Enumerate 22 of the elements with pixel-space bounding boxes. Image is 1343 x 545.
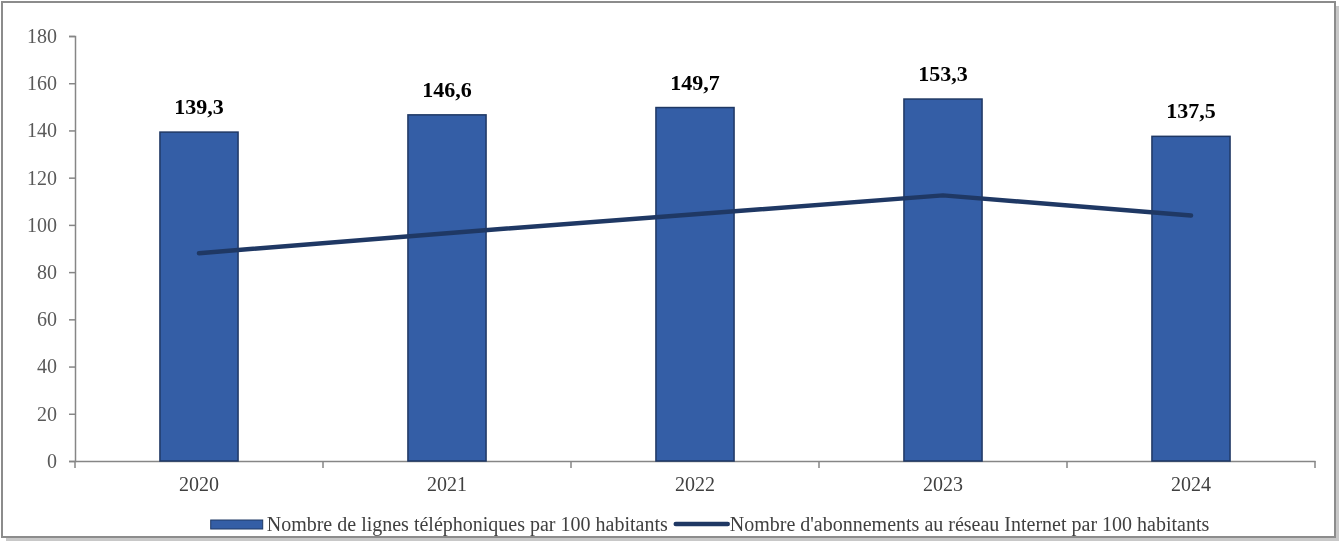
x-tick-label: 2022 (675, 473, 715, 496)
y-tick-label: 40 (37, 355, 57, 378)
data-label: 153,3 (918, 61, 968, 87)
legend-label: Nombre de lignes téléphoniques par 100 habitants (266, 513, 668, 536)
x-tick-label: 2023 (923, 473, 963, 496)
y-tick-label: 180 (27, 24, 57, 47)
y-tick-label: 20 (37, 402, 57, 425)
x-tick-label: 2020 (179, 473, 219, 496)
x-tick-label: 2021 (427, 473, 467, 496)
data-label: 149,7 (670, 69, 720, 95)
y-tick-label: 60 (37, 308, 57, 331)
y-tick-label: 140 (27, 119, 57, 142)
legend-label: Nombre d'abonnements au réseau Internet par 100 habitants (729, 513, 1210, 536)
data-label: 137,5 (1166, 98, 1216, 124)
y-tick-label: 80 (37, 261, 57, 284)
y-tick-label: 100 (27, 213, 57, 236)
y-tick-label: 120 (27, 166, 57, 189)
data-label: 146,6 (422, 76, 472, 102)
y-tick-label: 0 (47, 449, 57, 472)
data-label: 139,3 (174, 94, 224, 120)
x-tick-label: 2024 (1171, 473, 1211, 496)
y-tick-label: 160 (27, 72, 57, 95)
